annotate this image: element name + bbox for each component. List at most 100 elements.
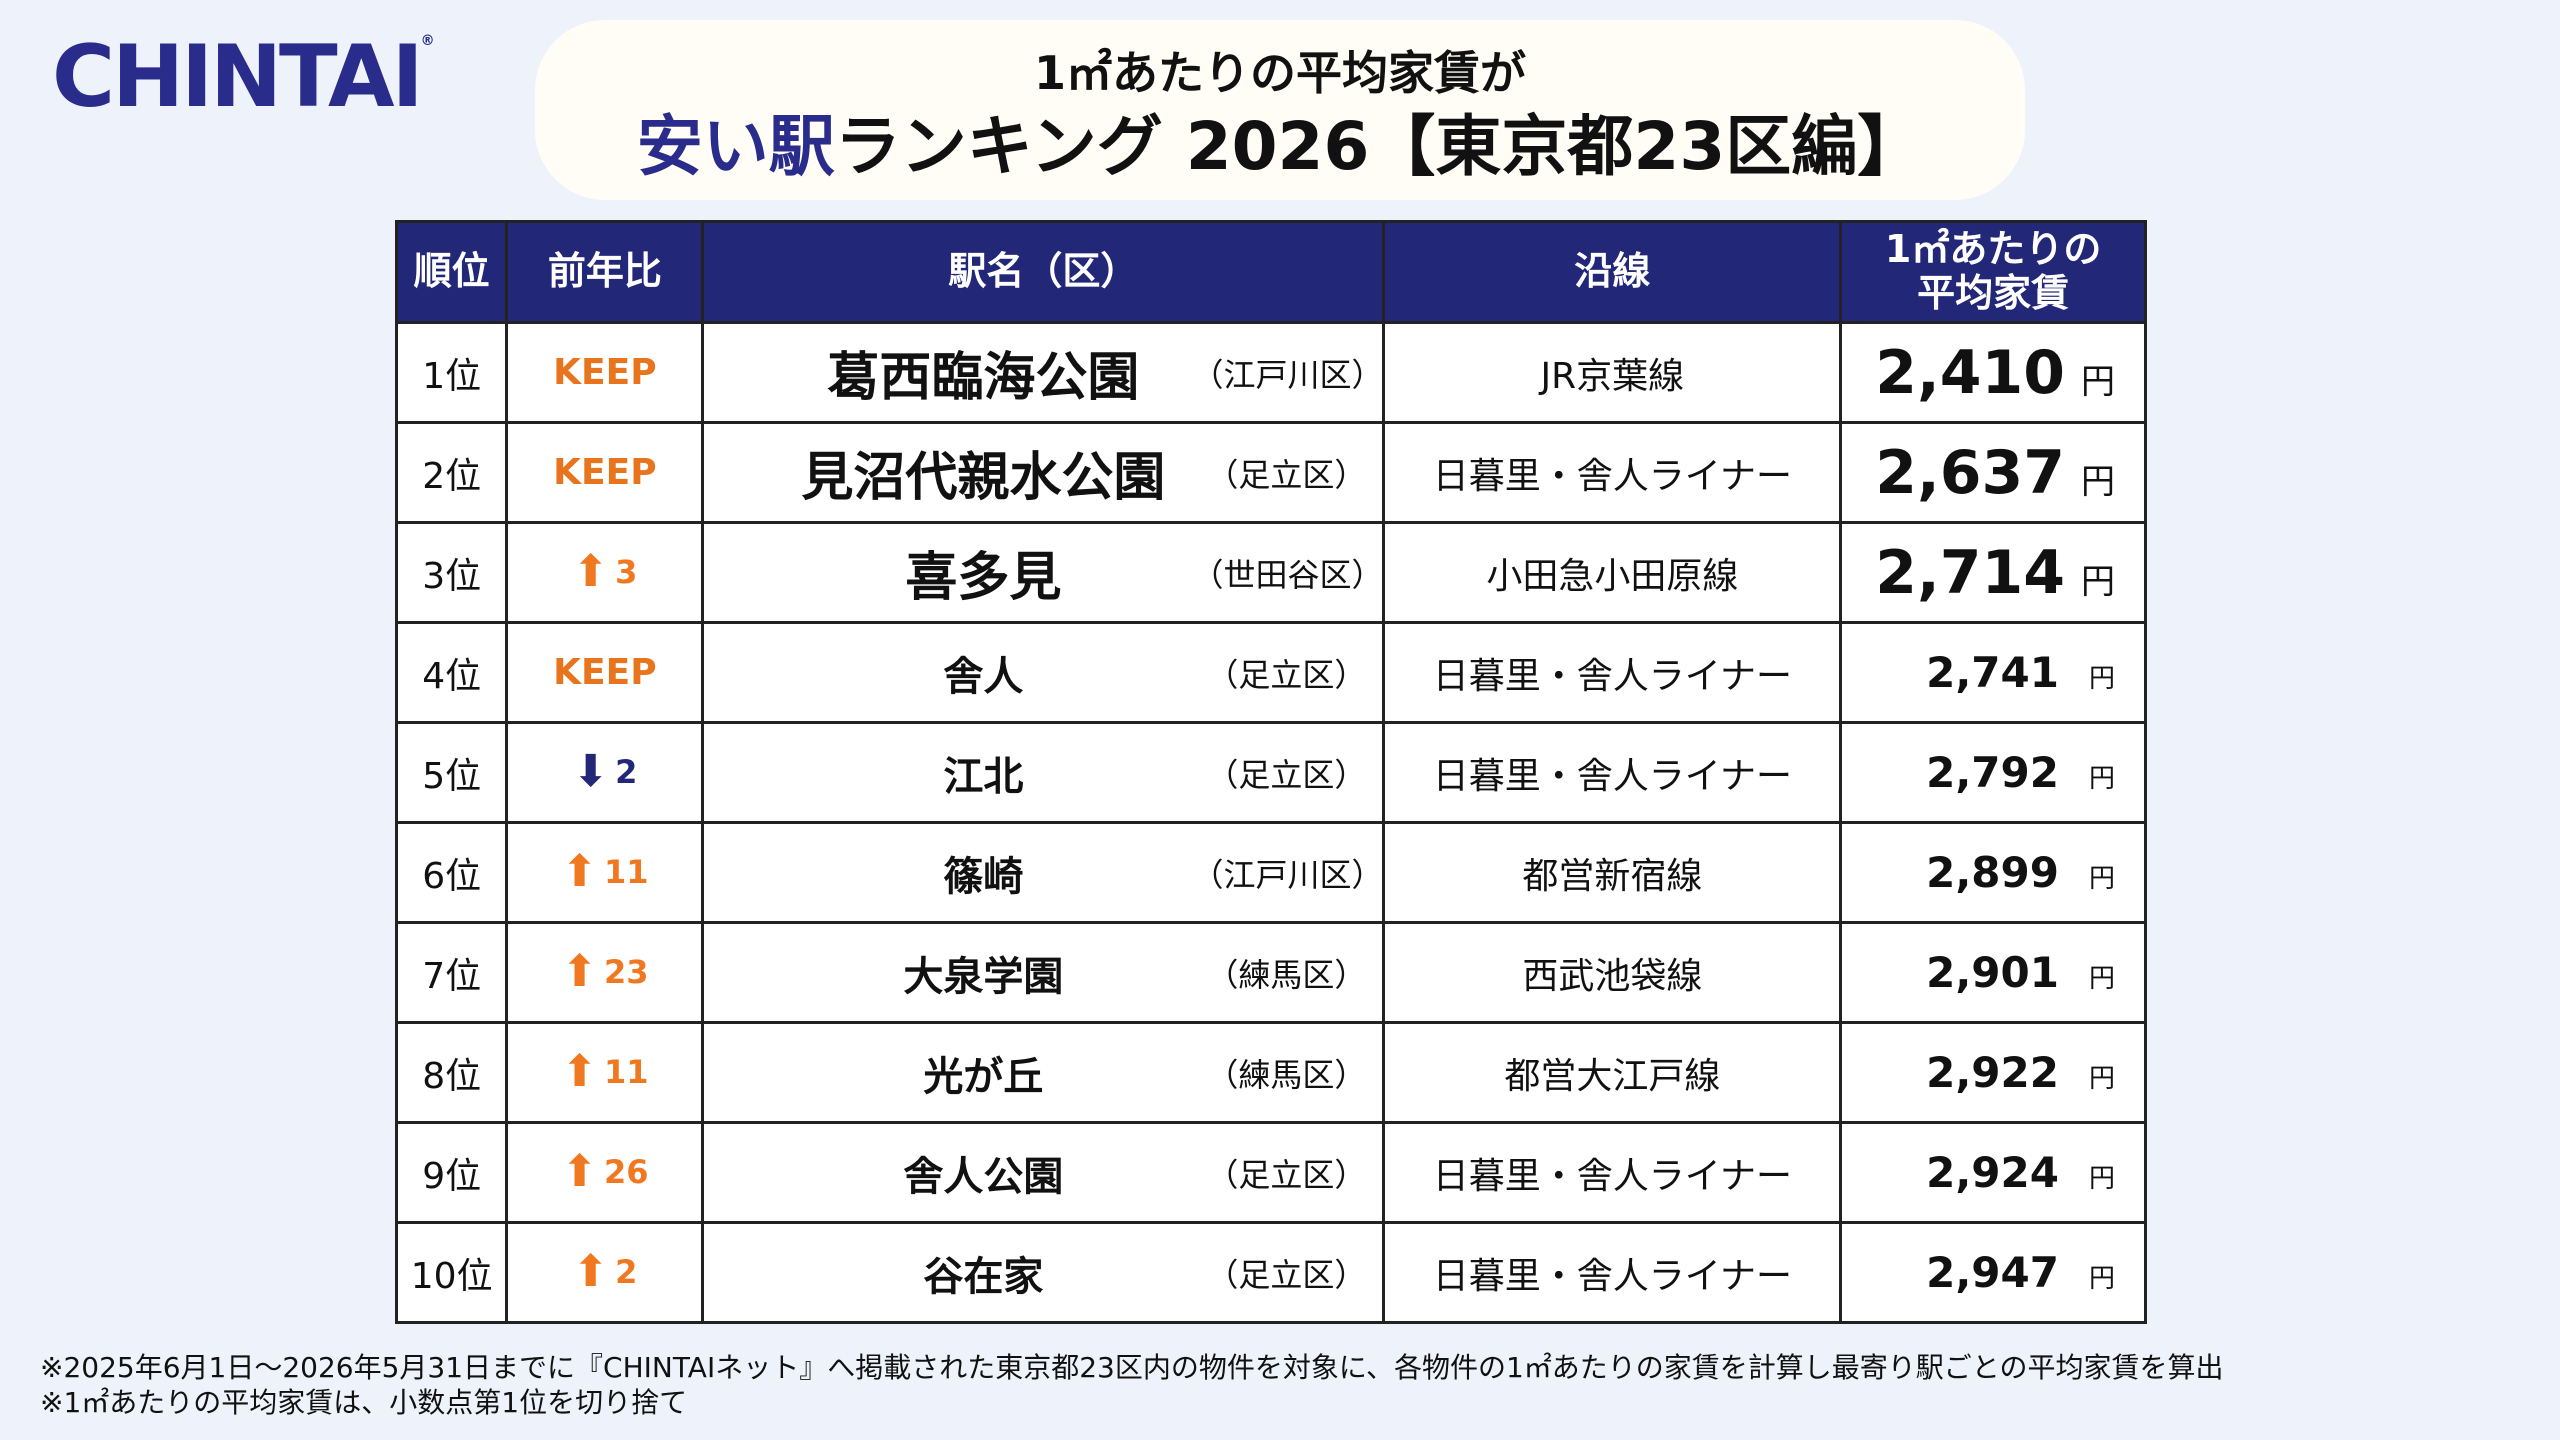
station-ward: （江戸川区） bbox=[1191, 355, 1384, 394]
yoy-change: ⬆ 2 bbox=[572, 1250, 637, 1294]
yoy-change: ⬆ 11 bbox=[561, 850, 648, 894]
station-cell: 葛西臨海公園 （江戸川区） bbox=[701, 321, 1386, 424]
yoy-cell: KEEP bbox=[505, 321, 705, 424]
station-cell: 光が丘 （練馬区） bbox=[701, 1021, 1386, 1124]
station-cell: 見沼代親水公園 （足立区） bbox=[701, 421, 1386, 524]
footnote-1: ※2025年6月1日～2026年5月31日までに『CHINTAIネット』へ掲載さ… bbox=[40, 1351, 2224, 1384]
line-cell: 都営大江戸線 bbox=[1382, 1021, 1843, 1124]
station-name: 喜多見 bbox=[905, 548, 1062, 608]
station-name: 舎人 bbox=[943, 653, 1024, 700]
title-line-1: 1㎡あたりの平均家賃が bbox=[1033, 46, 1526, 100]
yoy-cell: ⬆ 11 bbox=[505, 821, 705, 924]
station-ward: （世田谷区） bbox=[1191, 555, 1384, 594]
station-ward: （足立区） bbox=[1206, 1155, 1367, 1194]
station-cell: 舎人公園 （足立区） bbox=[701, 1121, 1386, 1224]
rank-cell: 9位 bbox=[394, 1121, 509, 1224]
yoy-cell: ⬆ 11 bbox=[505, 1021, 705, 1124]
rank-cell: 4位 bbox=[394, 621, 509, 724]
station-cell: 江北 （足立区） bbox=[701, 721, 1386, 824]
station-name: 谷在家 bbox=[923, 1253, 1044, 1300]
yoy-number: 26 bbox=[604, 1153, 649, 1191]
yoy-cell: ⬆ 3 bbox=[505, 521, 705, 624]
table-row: 10位 ⬆ 2 谷在家 （足立区） 日暮里・舎人ライナー 2,947 円 bbox=[394, 1221, 2147, 1324]
arrow-up-icon: ⬆ bbox=[561, 1046, 599, 1097]
rent-cell: 2,410 円 bbox=[1839, 321, 2147, 424]
line-cell: 日暮里・舎人ライナー bbox=[1382, 1121, 1843, 1224]
keep-badge: KEEP bbox=[553, 352, 657, 393]
line-cell: 小田急小田原線 bbox=[1382, 521, 1843, 624]
station-cell: 大泉学園 （練馬区） bbox=[701, 921, 1386, 1024]
rent-cell: 2,714 円 bbox=[1839, 521, 2147, 624]
title-line-2: 安い駅ランキング 2026【東京都23区編】 bbox=[535, 107, 2025, 186]
rent-value: 2,637 bbox=[1875, 437, 2065, 508]
rent-value: 2,947 bbox=[1926, 1248, 2059, 1297]
rent-unit: 円 bbox=[2088, 764, 2115, 794]
rent-value: 2,901 bbox=[1926, 948, 2059, 997]
rent-unit: 円 bbox=[2088, 664, 2115, 694]
footnote-2: ※1㎡あたりの平均家賃は、小数点第1位を切り捨て bbox=[40, 1386, 688, 1419]
rent-unit: 円 bbox=[2081, 561, 2115, 602]
title-accent: 安い駅 bbox=[636, 108, 835, 186]
yoy-number: 2 bbox=[615, 1253, 638, 1291]
keep-badge: KEEP bbox=[553, 652, 657, 693]
yoy-change: ⬆ 3 bbox=[572, 550, 637, 594]
chintai-logo: CHINTAI® bbox=[52, 27, 435, 127]
rent-value: 2,899 bbox=[1926, 848, 2059, 897]
table-row: 6位 ⬆ 11 篠崎 （江戸川区） 都営新宿線 2,899 円 bbox=[394, 821, 2147, 924]
station-cell: 舎人 （足立区） bbox=[701, 621, 1386, 724]
rent-value: 2,792 bbox=[1926, 748, 2059, 797]
station-ward: （江戸川区） bbox=[1191, 855, 1384, 894]
rent-cell: 2,901 円 bbox=[1839, 921, 2147, 1024]
rent-cell: 2,741 円 bbox=[1839, 621, 2147, 724]
station-cell: 篠崎 （江戸川区） bbox=[701, 821, 1386, 924]
rent-cell: 2,924 円 bbox=[1839, 1121, 2147, 1224]
yoy-cell: KEEP bbox=[505, 421, 705, 524]
station-name: 大泉学園 bbox=[903, 953, 1064, 1000]
rent-unit: 円 bbox=[2081, 361, 2115, 402]
yoy-change: ⬆ 11 bbox=[561, 1050, 648, 1094]
rank-cell: 6位 bbox=[394, 821, 509, 924]
rent-unit: 円 bbox=[2081, 461, 2115, 502]
title-banner: 1㎡あたりの平均家賃が 安い駅ランキング 2026【東京都23区編】 bbox=[535, 20, 2025, 200]
header-rent: 1㎡あたりの 平均家賃 bbox=[1839, 220, 2147, 324]
rent-value: 2,410 bbox=[1875, 337, 2065, 408]
table-row: 4位 KEEP 舎人 （足立区） 日暮里・舎人ライナー 2,741 円 bbox=[394, 621, 2147, 724]
yoy-number: 3 bbox=[615, 553, 638, 591]
yoy-change: ⬆ 23 bbox=[561, 950, 648, 994]
arrow-up-icon: ⬆ bbox=[561, 1146, 599, 1197]
yoy-number: 11 bbox=[604, 853, 649, 891]
yoy-cell: KEEP bbox=[505, 621, 705, 724]
rent-unit: 円 bbox=[2088, 1164, 2115, 1194]
arrow-up-icon: ⬆ bbox=[572, 546, 610, 597]
rent-unit: 円 bbox=[2088, 1064, 2115, 1094]
table-row: 3位 ⬆ 3 喜多見 （世田谷区） 小田急小田原線 2,714 円 bbox=[394, 521, 2147, 624]
table-row: 7位 ⬆ 23 大泉学園 （練馬区） 西武池袋線 2,901 円 bbox=[394, 921, 2147, 1024]
rent-value: 2,922 bbox=[1926, 1048, 2059, 1097]
station-name: 光が丘 bbox=[923, 1053, 1044, 1100]
station-name: 舎人公園 bbox=[903, 1153, 1064, 1200]
rank-cell: 1位 bbox=[394, 321, 509, 424]
line-cell: 日暮里・舎人ライナー bbox=[1382, 621, 1843, 724]
rank-cell: 10位 bbox=[394, 1221, 509, 1324]
station-ward: （練馬区） bbox=[1206, 1055, 1367, 1094]
rent-unit: 円 bbox=[2088, 964, 2115, 994]
yoy-cell: ⬆ 23 bbox=[505, 921, 705, 1024]
rank-cell: 5位 bbox=[394, 721, 509, 824]
rank-cell: 8位 bbox=[394, 1021, 509, 1124]
rent-value: 2,741 bbox=[1926, 648, 2059, 697]
rent-cell: 2,792 円 bbox=[1839, 721, 2147, 824]
rent-cell: 2,922 円 bbox=[1839, 1021, 2147, 1124]
yoy-cell: ⬆ 26 bbox=[505, 1121, 705, 1224]
station-name: 篠崎 bbox=[943, 853, 1024, 900]
arrow-up-icon: ⬆ bbox=[572, 1246, 610, 1297]
rank-cell: 7位 bbox=[394, 921, 509, 1024]
table-row: 9位 ⬆ 26 舎人公園 （足立区） 日暮里・舎人ライナー 2,924 円 bbox=[394, 1121, 2147, 1224]
rent-cell: 2,899 円 bbox=[1839, 821, 2147, 924]
rent-cell: 2,947 円 bbox=[1839, 1221, 2147, 1324]
line-cell: JR京葉線 bbox=[1382, 321, 1843, 424]
rent-unit: 円 bbox=[2088, 1264, 2115, 1294]
station-ward: （足立区） bbox=[1206, 655, 1367, 694]
rent-cell: 2,637 円 bbox=[1839, 421, 2147, 524]
rent-value: 2,714 bbox=[1875, 537, 2065, 608]
station-ward: （練馬区） bbox=[1206, 955, 1367, 994]
